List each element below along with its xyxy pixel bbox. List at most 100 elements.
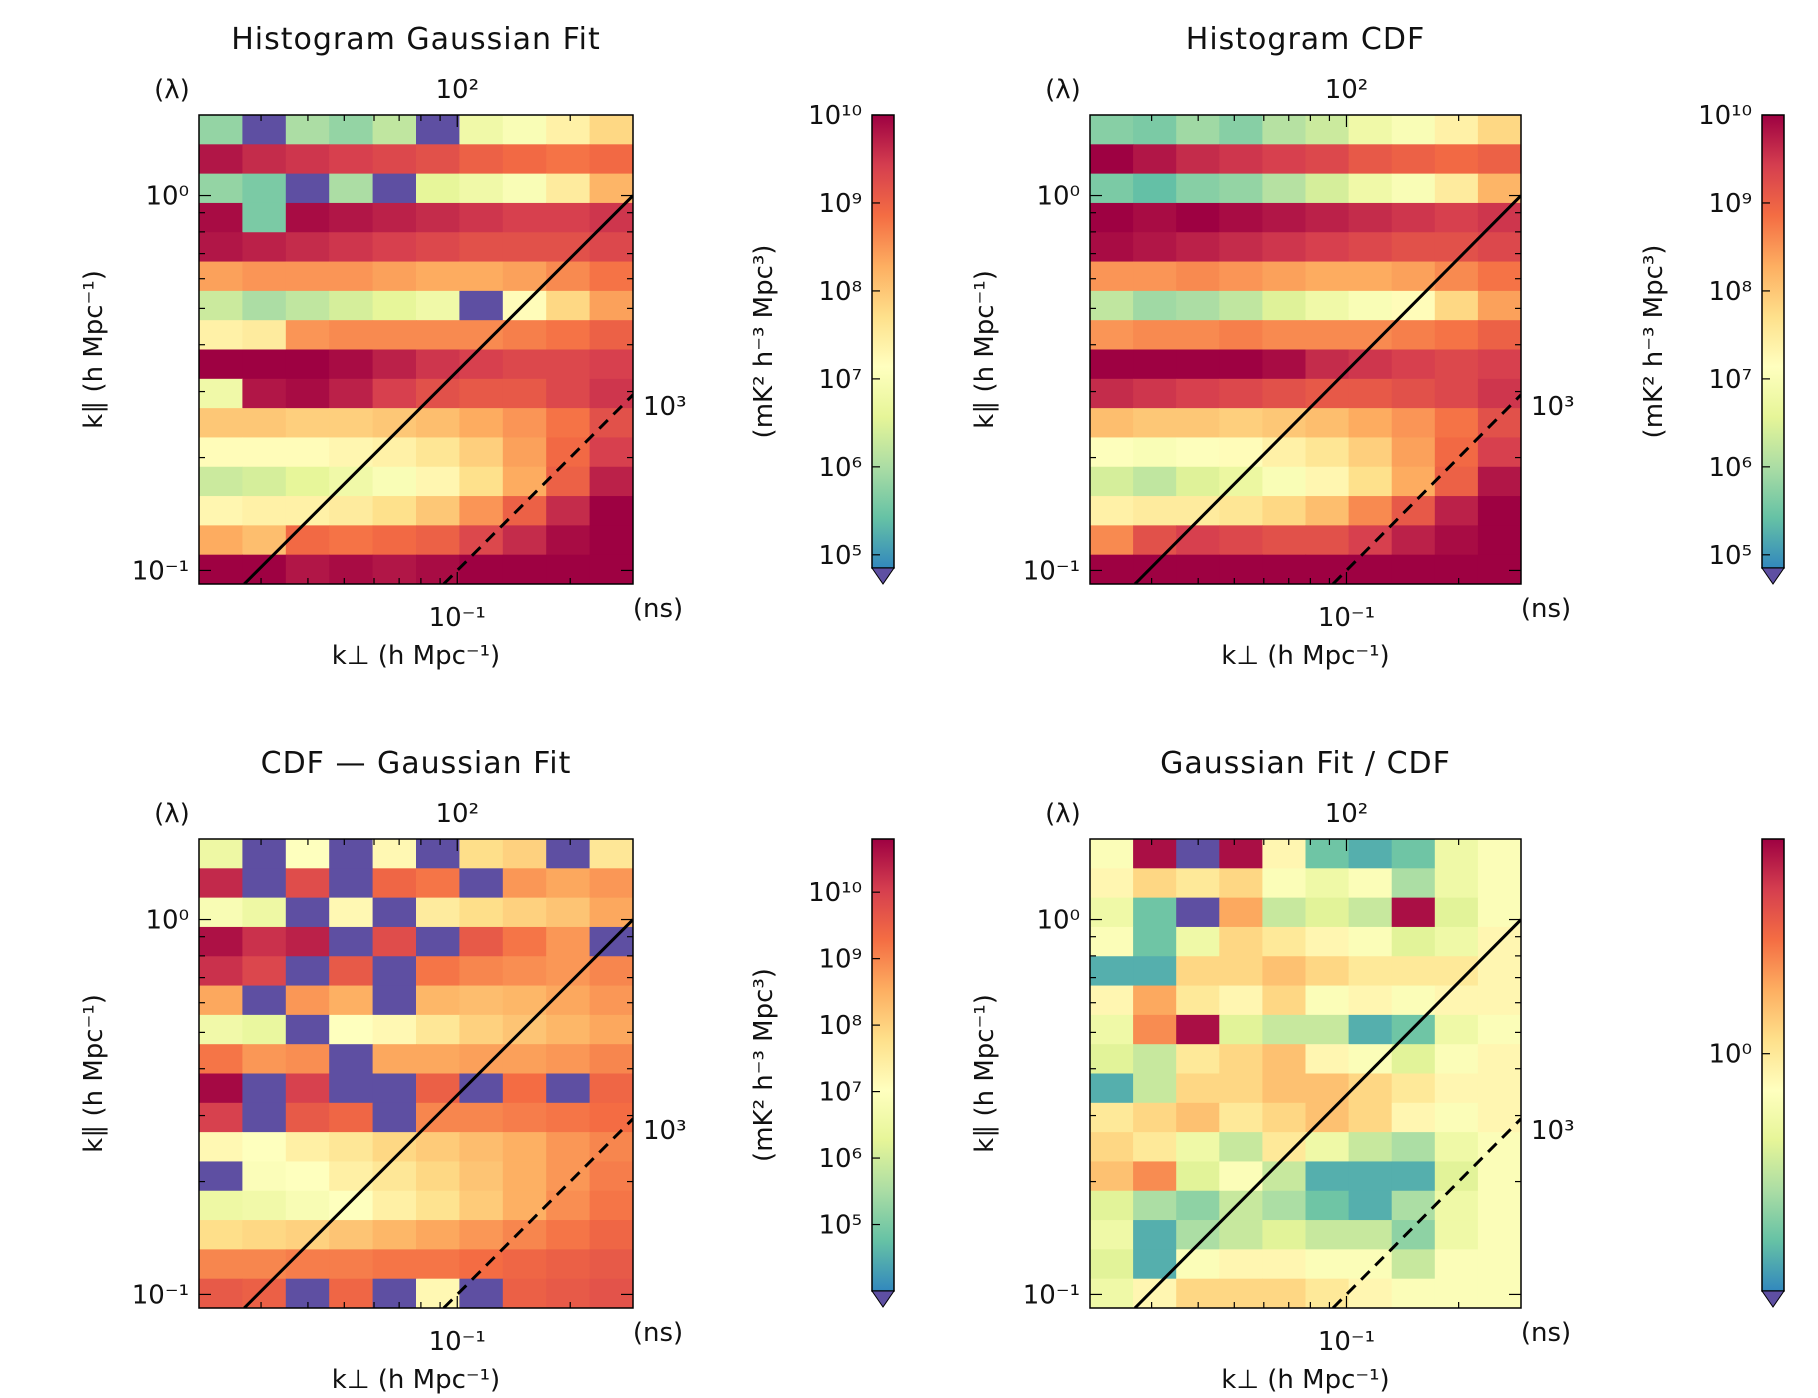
heatmap-cell	[1391, 1102, 1436, 1133]
heatmap-cell	[1348, 144, 1393, 175]
heatmap-cell	[1477, 466, 1521, 497]
heatmap-cell	[199, 202, 243, 233]
heatmap-cell	[1305, 261, 1350, 292]
heatmap-cell	[1262, 1102, 1307, 1133]
heatmap-cell	[329, 202, 374, 233]
colorbar: 10¹⁰ 10⁹ 10⁸ 10⁷ 10⁶ 10⁵ (mK² h⁻³ Mpc³)	[749, 838, 895, 1308]
heatmap-cell	[1090, 956, 1134, 987]
heatmap-cell	[459, 437, 504, 468]
heatmap-cell	[1133, 437, 1177, 468]
heatmap-cell	[285, 466, 330, 497]
heatmap-cell	[1305, 320, 1350, 351]
heatmap-cell	[1477, 956, 1521, 987]
heatmap-cell	[242, 1132, 287, 1163]
heatmap-cell	[589, 290, 633, 321]
heatmap-cell	[285, 378, 330, 409]
heatmap-cell	[459, 202, 504, 233]
heatmap-cell	[329, 897, 374, 928]
heatmap-cell	[546, 1044, 591, 1075]
heatmap-cell	[1434, 202, 1479, 233]
heatmap-cell	[416, 1161, 460, 1192]
heatmap-cell	[1262, 320, 1307, 351]
heatmap-cell	[329, 554, 374, 584]
heatmap-cell	[372, 349, 417, 380]
heatmap-cell	[242, 1102, 287, 1133]
heatmap-cell	[1477, 173, 1521, 204]
heatmap-cell	[1262, 349, 1307, 380]
heatmap-cell	[372, 320, 417, 351]
heatmap-cell	[285, 926, 330, 957]
heatmap-cell	[242, 320, 287, 351]
heatmap-cell	[1262, 956, 1307, 987]
heatmap-cell	[329, 496, 374, 526]
colorbar: 10¹⁰ 10⁹ 10⁸ 10⁷ 10⁶ 10⁵ (mK² h⁻³ Mpc³)	[1639, 101, 1785, 585]
heatmap-cell	[199, 290, 243, 321]
heatmap-cell	[1133, 408, 1177, 439]
heatmap-cell	[242, 868, 287, 899]
heatmap-cell	[1434, 1190, 1479, 1221]
heatmap-cell	[546, 1132, 591, 1163]
heatmap-cell	[1176, 1014, 1220, 1045]
heatmap-cell	[1219, 261, 1263, 292]
heatmap-cell	[459, 115, 504, 145]
heatmap-cell	[329, 290, 374, 321]
heatmap-cell	[416, 1190, 460, 1221]
heatmap-cell	[1391, 1161, 1436, 1192]
colorbar-gradient	[871, 114, 895, 569]
colorbar-tick-label: 10⁰	[1708, 1040, 1752, 1070]
heatmap-cell	[1176, 1249, 1220, 1280]
heatmap-cell	[1262, 1190, 1307, 1221]
right-axis-label: (ns)	[633, 594, 683, 624]
heatmap-cell	[1219, 173, 1263, 204]
heatmap-cell	[242, 1190, 287, 1221]
heatmap-cell	[546, 115, 591, 145]
heatmap-cell	[1176, 261, 1220, 292]
heatmap-cell	[1176, 1190, 1220, 1221]
heatmap-cell	[1477, 437, 1521, 468]
heatmap-cell	[1477, 1190, 1521, 1221]
heatmap-cell	[1219, 1073, 1263, 1104]
heatmap-cell	[502, 1044, 547, 1075]
heatmap-cell	[199, 1102, 243, 1133]
y-axis-label: k∥ (h Mpc⁻¹)	[970, 270, 1000, 429]
colorbar-tick-label: 10⁵	[818, 1211, 862, 1241]
heatmap-cell	[1477, 496, 1521, 526]
heatmap-cell	[546, 466, 591, 497]
heatmap-cell	[199, 1220, 243, 1250]
colorbar-tick-label: 10⁹	[818, 945, 862, 975]
heatmap-cell	[589, 1044, 633, 1075]
heatmap-cell	[285, 1102, 330, 1133]
heatmap-cell	[285, 173, 330, 204]
colorbar-gradient	[1761, 114, 1785, 569]
heatmap-cell	[459, 985, 504, 1016]
heatmap-cell	[1434, 554, 1479, 584]
heatmap-cell	[1219, 408, 1263, 439]
heatmap-cell	[1391, 1014, 1436, 1045]
heatmap-cell	[1477, 1278, 1521, 1308]
heatmap-cell	[1090, 496, 1134, 526]
heatmap-cell	[1434, 466, 1479, 497]
colorbar-gradient	[871, 838, 895, 1292]
heatmap-cell	[285, 144, 330, 175]
heatmap-cell	[1262, 868, 1307, 899]
heatmap-cell	[459, 349, 504, 380]
heatmap-cell	[1262, 466, 1307, 497]
heatmap-cell	[242, 144, 287, 175]
heatmap-cell	[1262, 554, 1307, 584]
heatmap-cell	[459, 290, 504, 321]
heatmap-cell	[242, 378, 287, 409]
heatmap-cell	[1348, 261, 1393, 292]
heatmap-cell	[502, 1220, 547, 1250]
heatmap-cell	[502, 378, 547, 409]
dashed-horizon-line	[1331, 1117, 1521, 1308]
heatmap-cell	[1434, 349, 1479, 380]
heatmap-cell	[329, 320, 374, 351]
heatmap-cell	[589, 378, 633, 409]
heatmap-cell	[1391, 408, 1436, 439]
heatmap-cell	[1219, 496, 1263, 526]
colorbar-tick-label: 10¹⁰	[808, 101, 862, 131]
heatmap-cell	[459, 378, 504, 409]
heatmap-cell	[1133, 926, 1177, 957]
heatmap-cell	[199, 1249, 243, 1280]
heatmap-cell	[1133, 1190, 1177, 1221]
